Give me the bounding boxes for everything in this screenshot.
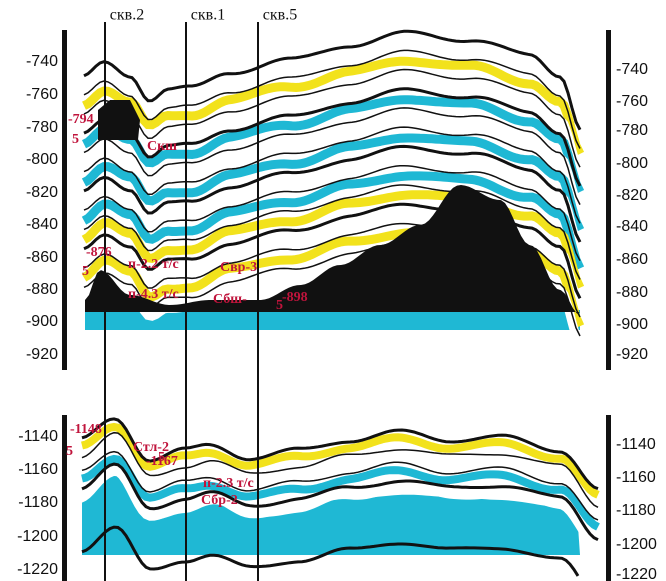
depth-label: -860 xyxy=(616,251,648,268)
layer-band xyxy=(81,171,585,271)
depth-label: -920 xyxy=(616,346,648,363)
annotation: 5 xyxy=(82,264,89,279)
base-layer xyxy=(85,310,580,330)
annotation: Стл-2 xyxy=(133,440,169,455)
annotation: -794 xyxy=(68,112,94,127)
scale-bar xyxy=(606,30,611,370)
annotation: Сбр-2 xyxy=(201,493,238,508)
layer-band xyxy=(81,422,600,499)
layer-boundary xyxy=(83,164,581,262)
depth-label: -760 xyxy=(26,86,58,103)
depth-label: -1160 xyxy=(18,461,58,478)
annotation: -1148 xyxy=(70,422,102,437)
layer-boundary xyxy=(81,450,599,521)
layer-band xyxy=(80,435,600,519)
depth-label: -1140 xyxy=(616,436,656,453)
depth-label: -800 xyxy=(26,151,58,168)
depth-label: -1160 xyxy=(616,469,656,486)
depth-label: -800 xyxy=(616,155,648,172)
layer-band xyxy=(82,56,585,156)
layer-boundary xyxy=(83,49,581,149)
layer-band xyxy=(81,95,585,194)
depth-label: -1180 xyxy=(616,502,656,519)
annotation: -1167 xyxy=(146,454,178,469)
depth-label: -880 xyxy=(26,281,58,298)
depth-label: -740 xyxy=(26,53,58,70)
annotation: Свр-3 xyxy=(220,260,257,275)
depth-label: -780 xyxy=(616,122,648,139)
annotation: -876 xyxy=(86,245,112,260)
layer-band xyxy=(81,133,585,233)
annotation: 5 xyxy=(72,132,79,147)
layer-boundary xyxy=(81,525,580,577)
base-layer xyxy=(82,476,580,555)
depth-label: -840 xyxy=(616,218,648,235)
scale-bar xyxy=(606,415,611,581)
annotation: Скш xyxy=(147,139,177,154)
depth-label: -900 xyxy=(26,313,58,330)
layer-boundary xyxy=(83,68,581,168)
well-label: скв.2 xyxy=(110,7,144,24)
layer-band xyxy=(81,114,585,213)
layer-band xyxy=(81,75,585,175)
depth-label: -1220 xyxy=(616,566,657,581)
depth-label: -1140 xyxy=(18,428,58,445)
depth-label: -1220 xyxy=(17,561,58,578)
well-label: скв.1 xyxy=(191,7,225,24)
layer-band xyxy=(81,454,600,531)
layer-band xyxy=(80,467,600,551)
scale-bar xyxy=(62,415,67,581)
black-mass xyxy=(98,100,140,140)
layer-boundary xyxy=(81,431,599,508)
layer-boundary xyxy=(83,184,581,280)
depth-label: -1200 xyxy=(616,536,657,553)
depth-label: -780 xyxy=(26,119,58,136)
annotation: 5 xyxy=(66,444,73,459)
black-mass xyxy=(85,185,580,314)
well-label: скв.5 xyxy=(263,7,297,24)
depth-label: -900 xyxy=(616,316,648,333)
layer-boundary xyxy=(81,417,599,491)
depth-label: -860 xyxy=(26,249,58,266)
depth-label: -840 xyxy=(26,216,58,233)
depth-label: -1200 xyxy=(17,528,58,545)
annotation: п-2.3 т/с xyxy=(203,476,254,491)
depth-label: -820 xyxy=(26,184,58,201)
layer-boundary xyxy=(81,462,599,542)
depth-label: -920 xyxy=(26,346,58,363)
layer-boundary xyxy=(83,144,582,243)
depth-label: -1180 xyxy=(18,494,58,511)
layer-boundary xyxy=(83,87,582,187)
scale-bar xyxy=(62,30,67,370)
layer-boundary xyxy=(83,107,581,205)
layer-band xyxy=(81,152,585,252)
annotation: п-4.3 т/с xyxy=(128,287,179,302)
annotation: 5 xyxy=(276,298,283,313)
annotation: Сбш- xyxy=(213,292,247,307)
layer-band xyxy=(82,37,585,137)
annotation: п-2.2 т/с xyxy=(128,257,179,272)
layer-boundary xyxy=(83,126,581,224)
depth-label: -880 xyxy=(616,284,648,301)
layer-boundary xyxy=(83,29,582,131)
depth-label: -820 xyxy=(616,187,648,204)
annotation: -898 xyxy=(282,290,308,305)
depth-label: -760 xyxy=(616,93,648,110)
depth-label: -740 xyxy=(616,61,648,78)
annotation: 5 xyxy=(158,450,165,465)
